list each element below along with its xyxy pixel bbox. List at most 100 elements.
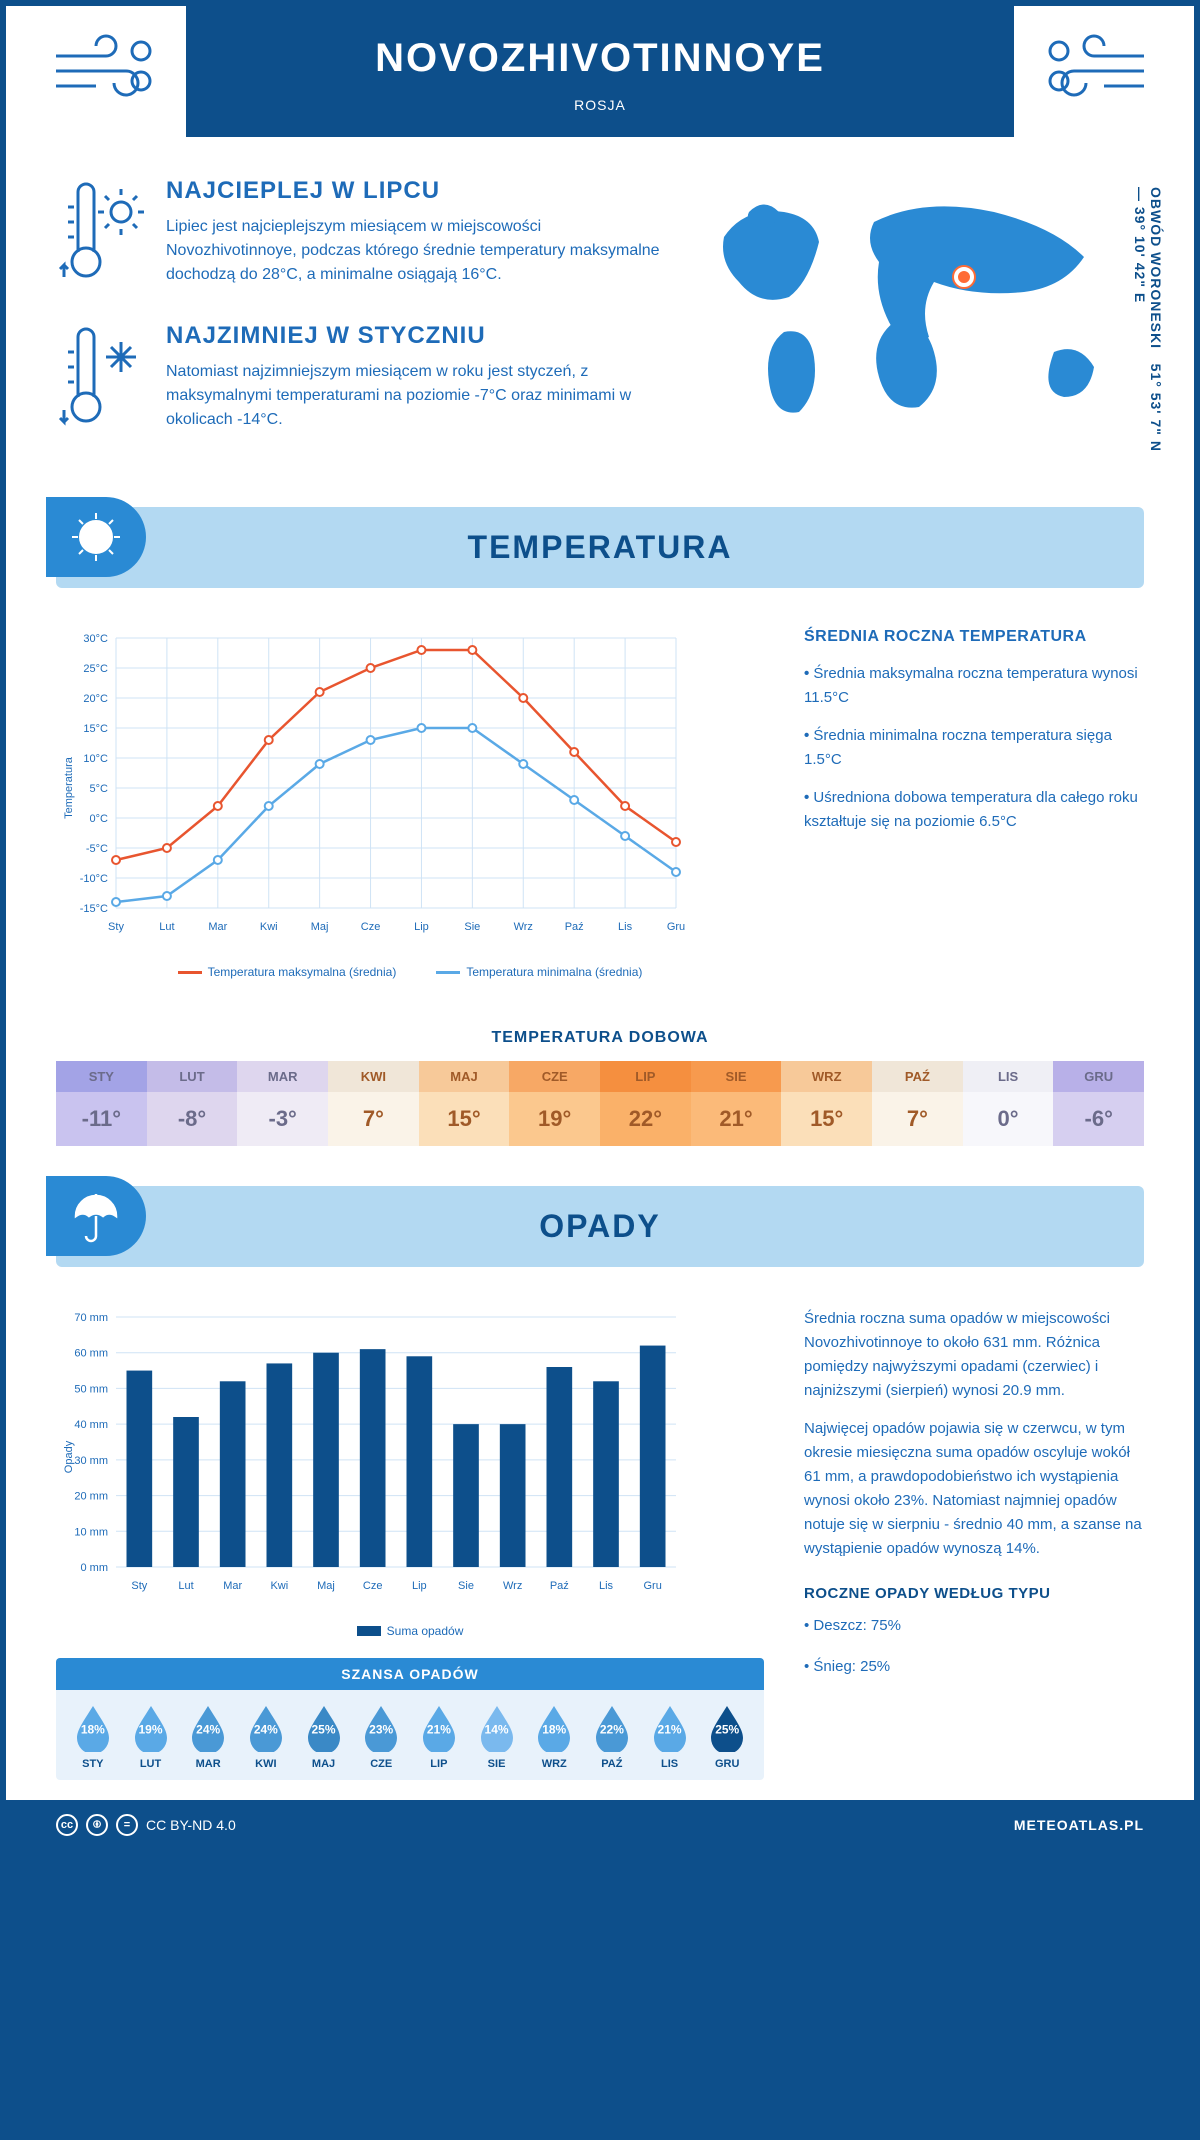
temp-bullet: Uśredniona dobowa temperatura dla całego… xyxy=(804,786,1144,834)
coords-label: OBWÓD WORONESKI 51° 53' 7" N — 39° 10' 4… xyxy=(1132,187,1164,467)
temp-bullet: Średnia minimalna roczna temperatura się… xyxy=(804,724,1144,772)
daily-cell: LUT -8° xyxy=(147,1061,238,1146)
daily-cell: GRU -6° xyxy=(1053,1061,1144,1146)
svg-text:10°C: 10°C xyxy=(83,753,108,765)
temp-legend: Temperatura maksymalna (średnia) Tempera… xyxy=(56,965,764,979)
svg-text:Lip: Lip xyxy=(412,1580,427,1592)
svg-text:Cze: Cze xyxy=(363,1580,383,1592)
precip-chart: 0 mm10 mm20 mm30 mm40 mm50 mm60 mm70 mmO… xyxy=(56,1307,764,1780)
temp-chart-row: -15°C-10°C-5°C0°C5°C10°C15°C20°C25°C30°C… xyxy=(6,608,1194,999)
top-section: NAJCIEPLEJ W LIPCU Lipiec jest najcieple… xyxy=(6,137,1194,487)
chance-item: 25% GRU xyxy=(698,1704,756,1770)
world-map-svg xyxy=(694,177,1144,437)
raindrop-icon: 24% xyxy=(179,1704,237,1752)
license: cc 🅯 = CC BY-ND 4.0 xyxy=(56,1814,236,1836)
daily-cell: MAR -3° xyxy=(237,1061,328,1146)
raindrop-icon: 19% xyxy=(122,1704,180,1752)
svg-text:0 mm: 0 mm xyxy=(81,1562,109,1574)
raindrop-icon: 14% xyxy=(468,1704,526,1752)
chance-row: 18% STY 19% LUT 24% MAR 24% KWI 25% MAJ … xyxy=(56,1690,764,1780)
temp-summary: ŚREDNIA ROCZNA TEMPERATURA Średnia maksy… xyxy=(804,628,1144,979)
svg-text:Opady: Opady xyxy=(63,1440,75,1473)
fact-cold-text: Natomiast najzimniejszym miesiącem w rok… xyxy=(166,360,664,432)
raindrop-icon: 21% xyxy=(410,1704,468,1752)
svg-text:30°C: 30°C xyxy=(83,633,108,645)
precip-type-snow: • Śnieg: 25% xyxy=(804,1653,1144,1680)
page: NOVOZHIVOTINNOYE ROSJA NAJCIEPLEJ W LIPC… xyxy=(0,0,1200,1856)
svg-text:70 mm: 70 mm xyxy=(74,1312,108,1324)
svg-text:10 mm: 10 mm xyxy=(74,1526,108,1538)
daily-cell: SIE 21° xyxy=(691,1061,782,1146)
daily-cell: MAJ 15° xyxy=(419,1061,510,1146)
svg-text:Maj: Maj xyxy=(311,921,329,933)
precip-text: Średnia roczna suma opadów w miejscowośc… xyxy=(804,1307,1144,1403)
daily-cell: LIS 0° xyxy=(963,1061,1054,1146)
svg-text:Mar: Mar xyxy=(223,1580,242,1592)
raindrop-icon: 22% xyxy=(583,1704,641,1752)
svg-text:Wrz: Wrz xyxy=(503,1580,522,1592)
precip-banner: OPADY xyxy=(56,1186,1144,1267)
fact-cold: NAJZIMNIEJ W STYCZNIU Natomiast najzimni… xyxy=(56,322,664,437)
fact-hot-title: NAJCIEPLEJ W LIPCU xyxy=(166,177,664,205)
chance-item: 18% WRZ xyxy=(525,1704,583,1770)
fact-hot-text: Lipiec jest najcieplejszym miesiącem w m… xyxy=(166,215,664,287)
site-name: METEOATLAS.PL xyxy=(1014,1817,1144,1833)
svg-text:25°C: 25°C xyxy=(83,663,108,675)
fact-hot: NAJCIEPLEJ W LIPCU Lipiec jest najcieple… xyxy=(56,177,664,292)
sun-icon xyxy=(46,497,146,577)
temp-bullet: Średnia maksymalna roczna temperatura wy… xyxy=(804,662,1144,710)
chance-item: 23% CZE xyxy=(352,1704,410,1770)
daily-cell: CZE 19° xyxy=(509,1061,600,1146)
daily-cell: LIP 22° xyxy=(600,1061,691,1146)
temp-banner-title: TEMPERATURA xyxy=(86,529,1114,566)
svg-text:Sie: Sie xyxy=(458,1580,474,1592)
svg-text:0°C: 0°C xyxy=(90,813,109,825)
by-icon: 🅯 xyxy=(86,1814,108,1836)
raindrop-icon: 25% xyxy=(698,1704,756,1752)
license-text: CC BY-ND 4.0 xyxy=(146,1817,236,1833)
svg-text:Kwi: Kwi xyxy=(270,1580,288,1592)
svg-text:Gru: Gru xyxy=(667,921,685,933)
svg-text:30 mm: 30 mm xyxy=(74,1455,108,1467)
svg-text:60 mm: 60 mm xyxy=(74,1348,108,1360)
precip-by-type: ROCZNE OPADY WEDŁUG TYPU • Deszcz: 75% •… xyxy=(804,1585,1144,1680)
svg-text:Sty: Sty xyxy=(108,921,124,933)
chance-item: 21% LIS xyxy=(641,1704,699,1770)
raindrop-icon: 24% xyxy=(237,1704,295,1752)
cc-icon: cc xyxy=(56,1814,78,1836)
svg-text:40 mm: 40 mm xyxy=(74,1419,108,1431)
daily-cell: PAŹ 7° xyxy=(872,1061,963,1146)
temp-chart: -15°C-10°C-5°C0°C5°C10°C15°C20°C25°C30°C… xyxy=(56,628,764,979)
precip-text: Najwięcej opadów pojawia się w czerwcu, … xyxy=(804,1417,1144,1561)
svg-text:Lis: Lis xyxy=(618,921,633,933)
svg-text:Cze: Cze xyxy=(361,921,381,933)
precip-summary: Średnia roczna suma opadów w miejscowośc… xyxy=(804,1307,1144,1780)
precip-banner-title: OPADY xyxy=(86,1208,1114,1245)
svg-text:Wrz: Wrz xyxy=(514,921,533,933)
svg-text:20°C: 20°C xyxy=(83,693,108,705)
raindrop-icon: 18% xyxy=(64,1704,122,1752)
location-pin-icon xyxy=(954,267,974,287)
page-subtitle: ROSJA xyxy=(186,97,1014,113)
wind-icon xyxy=(1034,26,1154,111)
climate-facts: NAJCIEPLEJ W LIPCU Lipiec jest najcieple… xyxy=(56,177,664,467)
svg-text:Paź: Paź xyxy=(550,1580,569,1592)
precip-type-title: ROCZNE OPADY WEDŁUG TYPU xyxy=(804,1585,1144,1602)
temp-banner: TEMPERATURA xyxy=(56,507,1144,588)
svg-text:Maj: Maj xyxy=(317,1580,335,1592)
svg-text:-10°C: -10°C xyxy=(80,873,108,885)
svg-text:Gru: Gru xyxy=(643,1580,661,1592)
raindrop-icon: 23% xyxy=(352,1704,410,1752)
svg-text:Kwi: Kwi xyxy=(260,921,278,933)
temp-summary-title: ŚREDNIA ROCZNA TEMPERATURA xyxy=(804,628,1144,646)
svg-text:Sie: Sie xyxy=(464,921,480,933)
raindrop-icon: 21% xyxy=(641,1704,699,1752)
daily-temp-title: TEMPERATURA DOBOWA xyxy=(6,1029,1194,1047)
daily-cell: STY -11° xyxy=(56,1061,147,1146)
header-banner: NOVOZHIVOTINNOYE ROSJA xyxy=(186,6,1014,137)
svg-text:-5°C: -5°C xyxy=(86,843,108,855)
precip-chance: SZANSA OPADÓW 18% STY 19% LUT 24% MAR 24… xyxy=(56,1658,764,1780)
header-wrap: NOVOZHIVOTINNOYE ROSJA xyxy=(6,6,1194,137)
footer: cc 🅯 = CC BY-ND 4.0 METEOATLAS.PL xyxy=(6,1800,1194,1850)
precip-type-rain: • Deszcz: 75% xyxy=(804,1612,1144,1639)
